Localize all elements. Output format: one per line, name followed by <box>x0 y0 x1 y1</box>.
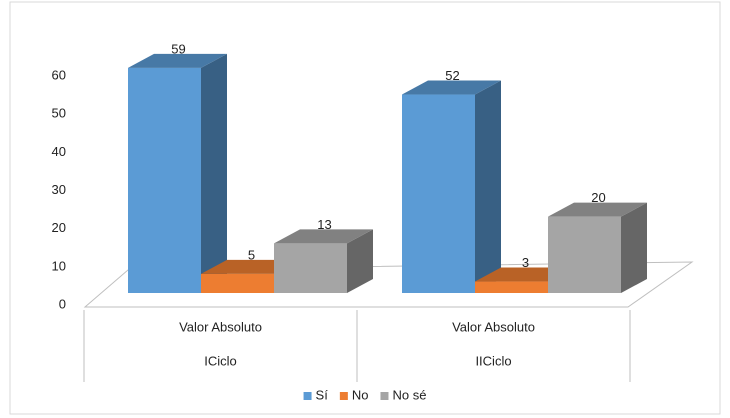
bar-side <box>475 80 501 294</box>
data-label: 20 <box>591 190 605 205</box>
group-label: ICiclo <box>204 353 237 368</box>
bar <box>548 216 621 293</box>
legend-swatch <box>339 392 348 400</box>
legend-label: No <box>352 387 369 402</box>
bar <box>128 67 201 293</box>
legend-swatch <box>380 392 389 400</box>
bar-side <box>201 53 227 293</box>
legend-swatch <box>303 392 312 400</box>
bar-top <box>548 202 647 217</box>
y-tick-label: 60 <box>52 67 66 82</box>
group-label: IICiclo <box>475 353 511 368</box>
bar-top <box>402 80 501 95</box>
bar <box>201 273 274 293</box>
y-tick-label: 20 <box>52 220 66 235</box>
x-tick-label: Valor Absoluto <box>179 319 262 334</box>
y-tick-label: 30 <box>52 182 66 197</box>
data-label: 3 <box>522 255 529 270</box>
data-label: 13 <box>317 217 331 232</box>
x-tick-label: Valor Absoluto <box>452 319 535 334</box>
y-tick-label: 0 <box>59 296 66 311</box>
legend-label: No sé <box>392 387 426 402</box>
legend-label: Sí <box>316 387 329 402</box>
data-label: 59 <box>171 41 185 56</box>
bar-top <box>128 53 227 68</box>
bar <box>274 243 347 293</box>
data-label: 5 <box>248 247 255 262</box>
y-tick-label: 10 <box>52 258 66 273</box>
bar <box>402 94 475 294</box>
y-tick-label: 40 <box>52 144 66 159</box>
bar-side <box>621 202 647 293</box>
bar <box>475 281 548 293</box>
bar-top <box>274 229 373 244</box>
data-label: 52 <box>445 68 459 83</box>
bar-side <box>347 229 373 293</box>
y-tick-label: 50 <box>52 106 66 121</box>
